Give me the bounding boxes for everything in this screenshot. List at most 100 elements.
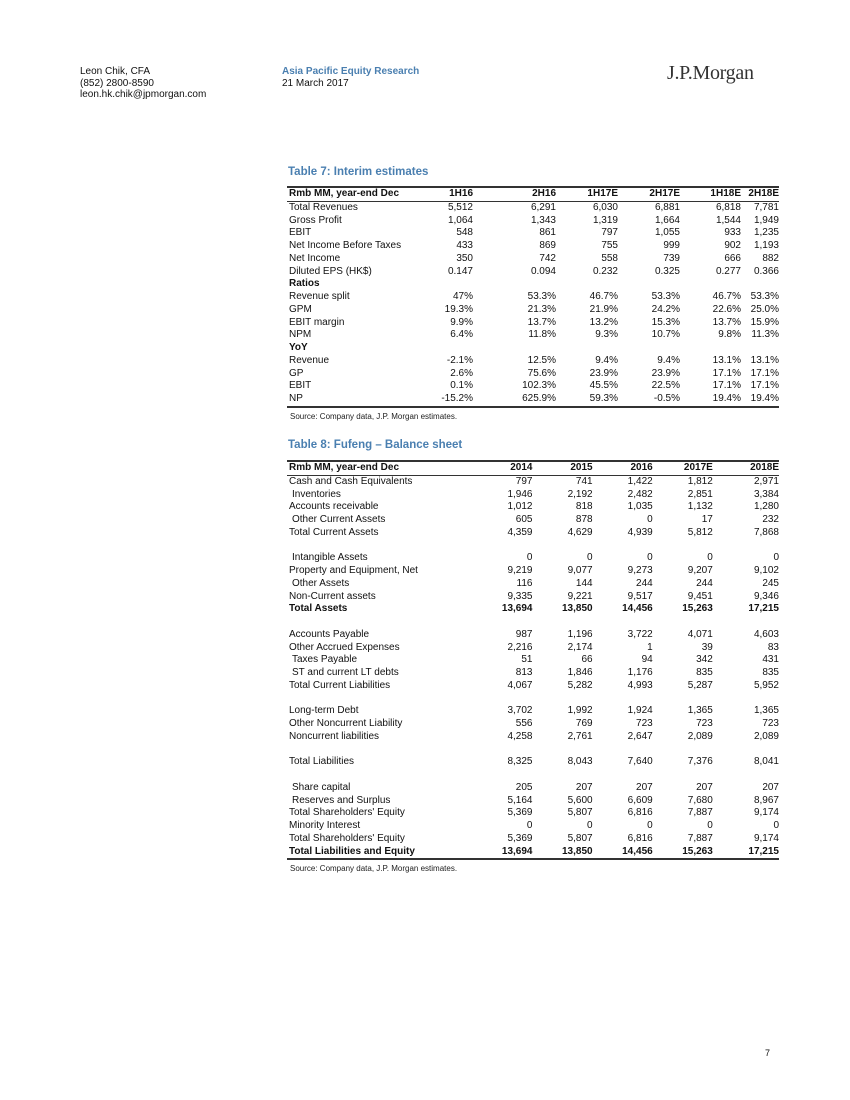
- cell-value: [593, 616, 653, 629]
- row-label: Non-Current assets: [289, 590, 376, 602]
- table-row: Total Revenues 5,512 6,291 6,030 6,881 6,818 7…: [287, 201, 779, 214]
- row-label: Total Assets: [289, 603, 348, 615]
- cell-value: 2,647: [627, 730, 653, 742]
- row-label: Taxes Payable: [292, 654, 358, 666]
- page-number: 7: [765, 1048, 771, 1058]
- cell-value: 17.1%: [712, 380, 741, 392]
- cell-value: 4,258: [507, 730, 533, 742]
- row-label: EBIT margin: [289, 316, 345, 328]
- cell-value: 1,365: [687, 705, 713, 717]
- cell-value: [532, 769, 592, 782]
- cell-value: 9,174: [753, 832, 779, 844]
- cell-value: [713, 693, 779, 706]
- cell-value: 1,949: [753, 214, 779, 226]
- header-row: Rmb MM, year-end Dec 2014 2015 2016 2017E 201…: [287, 461, 779, 476]
- cell-value: 19.4%: [750, 393, 779, 404]
- cell-value: 9,335: [507, 590, 533, 602]
- cell-value: 605: [515, 514, 533, 525]
- spacer-row: [287, 769, 779, 782]
- cell-value: 9,102: [753, 565, 779, 576]
- cell-value: [556, 342, 618, 355]
- cell-value: 207: [575, 781, 593, 793]
- cell-value: [653, 540, 713, 553]
- cell-value: 3,722: [627, 628, 653, 640]
- cell-value: 350: [456, 252, 473, 264]
- table-row: YoY: [287, 342, 779, 355]
- cell-value: 6,816: [627, 807, 653, 819]
- table-row: Other Noncurrent Liability 556 769 723 723 72…: [287, 718, 779, 731]
- cell-value: 10.7%: [651, 329, 680, 341]
- row-label: EBIT: [289, 227, 312, 239]
- cell-value: [593, 540, 653, 553]
- column-header: 2018E: [750, 462, 779, 473]
- cell-value: 23.9%: [651, 367, 680, 379]
- row-label: Inventories: [292, 488, 341, 500]
- cell-value: [532, 693, 592, 706]
- cell-value: 23.9%: [589, 367, 618, 379]
- row-label: Total Current Assets: [289, 526, 379, 538]
- cell-value: 7,868: [753, 526, 779, 538]
- cell-value: 0.232: [592, 265, 618, 277]
- cell-value: 15,263: [682, 845, 713, 857]
- cell-value: 1,992: [567, 705, 593, 717]
- cell-value: 13,694: [501, 603, 533, 615]
- author-phone: (852) 2800-8590: [80, 77, 154, 89]
- header-row: Rmb MM, year-end Dec 1H16 2H16 1H17E 2H17E 1H…: [287, 187, 779, 202]
- cell-value: 0: [526, 820, 533, 831]
- cell-value: 207: [762, 781, 779, 793]
- row-label: Revenue split: [289, 291, 350, 302]
- cell-value: 0: [773, 820, 779, 831]
- cell-value: 1,055: [654, 227, 680, 239]
- cell-value: 548: [456, 227, 473, 239]
- row-label: Total Liabilities: [289, 756, 355, 768]
- cell-value: 1,064: [447, 214, 473, 226]
- table-row: Total Liabilities 8,325 8,043 7,640 7,376 8,0…: [287, 756, 779, 769]
- cell-value: 835: [762, 667, 779, 678]
- cell-value: 1,132: [687, 501, 713, 513]
- cell-value: 11.8%: [528, 329, 556, 341]
- cell-value: [653, 769, 713, 782]
- cell-value: 5,512: [447, 201, 473, 213]
- cell-value: 66: [581, 654, 593, 666]
- cell-value: 9.4%: [657, 354, 680, 366]
- cell-value: 9,207: [687, 565, 713, 576]
- author-email: leon.hk.chik@jpmorgan.com: [80, 89, 207, 100]
- cell-value: 8,325: [507, 756, 533, 768]
- row-label: Net Income Before Taxes: [289, 240, 402, 251]
- cell-value: 1,343: [530, 214, 556, 226]
- table-row: GPM 19.3% 21.3% 21.9% 24.2% 22.6% 25.0%: [287, 304, 779, 317]
- cell-value: 4,603: [753, 628, 779, 640]
- cell-value: 17.1%: [750, 380, 779, 392]
- cell-value: 933: [724, 227, 741, 239]
- table7-source: Source: Company data, J.P. Morgan estima…: [290, 412, 458, 421]
- cell-value: 94: [641, 654, 653, 666]
- row-label: ST and current LT debts: [292, 667, 399, 678]
- cell-value: 1,193: [753, 240, 779, 251]
- cell-value: 0.147: [447, 265, 473, 277]
- author-block: Leon Chik, CFA (852) 2800-8590 leon.hk.c…: [80, 66, 206, 101]
- cell-value: [532, 744, 592, 757]
- cell-value: 0: [647, 514, 653, 525]
- table8-source: Source: Company data, J.P. Morgan estima…: [290, 864, 458, 873]
- cell-value: 9.8%: [718, 329, 741, 341]
- cell-value: 8,041: [753, 756, 779, 768]
- cell-value: 46.7%: [712, 291, 741, 302]
- cell-value: 9,077: [567, 565, 593, 576]
- column-header: 2015: [570, 462, 593, 473]
- cell-value: 24.2%: [651, 303, 680, 315]
- cell-value: 2,216: [507, 641, 533, 653]
- table-row: Minority Interest 0 0 0 0 0: [287, 820, 779, 833]
- cell-value: [472, 616, 532, 629]
- cell-value: [618, 278, 680, 291]
- cell-value: 4,071: [687, 628, 713, 640]
- table-row: Reserves and Surplus 5,164 5,600 6,609 7,680…: [287, 795, 779, 808]
- cell-value: 22.6%: [712, 303, 741, 315]
- cell-value: 13,850: [562, 845, 593, 857]
- cell-value: 2,971: [753, 475, 779, 487]
- table-row: NPM 6.4% 11.8% 9.3% 10.7% 9.8% 11.3%: [287, 329, 779, 342]
- cell-value: 11.3%: [751, 329, 779, 341]
- row-label: Total Shareholders' Equity: [289, 807, 405, 819]
- cell-value: 2,089: [753, 730, 779, 742]
- cell-value: 797: [601, 227, 618, 239]
- row-label: Property and Equipment, Net: [289, 565, 418, 576]
